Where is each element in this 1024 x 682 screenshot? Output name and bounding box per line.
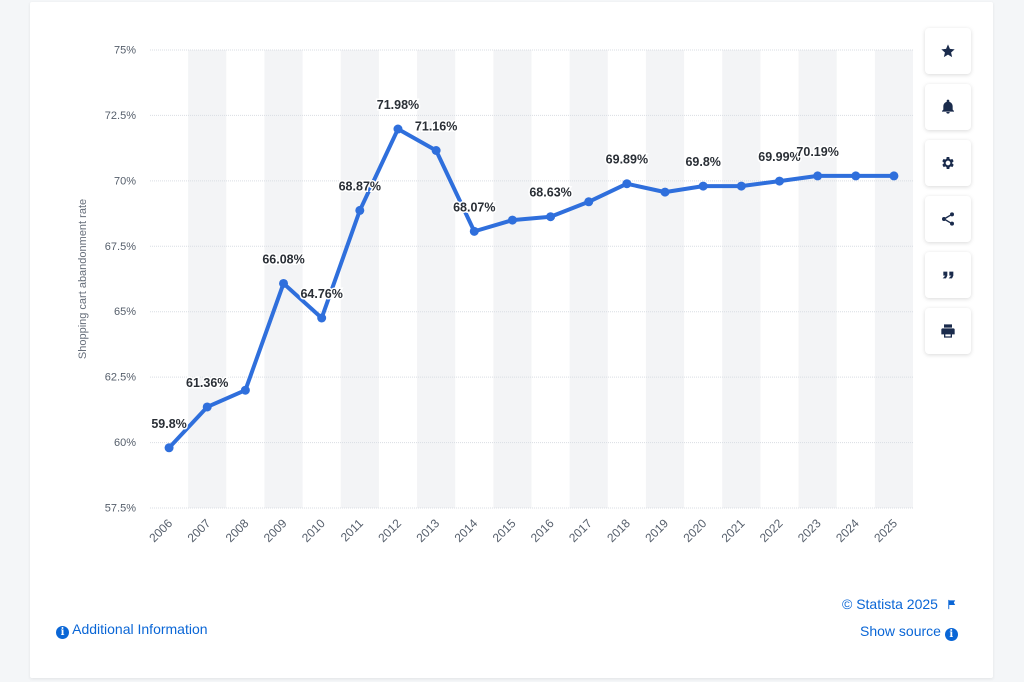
data-point: [813, 171, 823, 181]
data-point: [355, 205, 365, 215]
column-band: [569, 50, 608, 508]
column-band: [798, 50, 837, 508]
data-label: 61.36%: [186, 376, 228, 390]
column-band: [493, 50, 532, 508]
share-icon: [942, 212, 954, 226]
gear-icon: [942, 157, 954, 169]
data-label: 69.8%: [685, 155, 720, 169]
data-point: [851, 171, 861, 181]
x-tick-label: 2020: [681, 516, 710, 545]
y-tick-label: 60%: [114, 437, 136, 449]
data-label: 66.08%: [262, 252, 304, 266]
x-tick-label: 2010: [299, 516, 328, 545]
data-point: [889, 171, 899, 181]
data-label: 71.16%: [415, 119, 457, 133]
column-band: [722, 50, 761, 508]
data-point: [240, 385, 250, 395]
data-label: 59.8%: [151, 417, 186, 431]
copyright-text: © Statista 2025: [842, 596, 938, 612]
show-source-link[interactable]: Show source i: [860, 623, 958, 641]
line-chart: 57.5% 60% 62.5% 65% 67.5% 70% 72.5% 75% Shopping…: [77, 45, 913, 545]
x-tick-label: 2013: [413, 516, 442, 545]
x-tick-label: 2008: [223, 516, 252, 545]
data-label: 68.07%: [453, 200, 495, 214]
print-button[interactable]: [925, 308, 971, 354]
y-axis-title: Shopping cart abandonment rate: [77, 199, 89, 359]
info-icon: i: [56, 626, 69, 639]
y-tick-label: 65%: [114, 306, 136, 318]
copyright-link[interactable]: © Statista 2025: [842, 596, 957, 612]
star-icon: [941, 44, 955, 58]
column-band: [340, 50, 379, 508]
print-icon: [941, 324, 955, 338]
data-point: [393, 124, 403, 134]
x-tick-label: 2016: [528, 516, 557, 545]
data-point: [507, 215, 517, 225]
column-band: [645, 50, 685, 508]
data-point: [279, 278, 289, 288]
x-tick-label: 2014: [452, 516, 481, 545]
data-point: [317, 313, 327, 323]
x-tick-label: 2012: [375, 516, 404, 545]
series-line: [167, 127, 896, 450]
data-point: [546, 212, 556, 222]
x-tick-label: 2023: [795, 516, 824, 545]
settings-button[interactable]: [925, 140, 971, 186]
additional-information-link[interactable]: i Additional Information: [56, 621, 208, 639]
x-tick-label: 2009: [261, 516, 290, 545]
data-label: 69.99%: [758, 150, 800, 164]
data-label: 64.76%: [300, 287, 342, 301]
notification-button[interactable]: [925, 84, 971, 130]
data-point: [774, 176, 784, 186]
x-tick-label: 2011: [338, 516, 366, 544]
x-tick-label: 2006: [146, 516, 175, 545]
data-point: [660, 187, 670, 197]
x-tick-label: 2007: [185, 516, 214, 545]
column-band: [874, 50, 913, 508]
y-tick-label: 75%: [114, 45, 136, 57]
cite-button[interactable]: [925, 252, 971, 298]
column-band: [417, 50, 456, 508]
info-icon: i: [944, 628, 958, 641]
share-button[interactable]: [925, 196, 971, 242]
chart-toolbar: [925, 28, 971, 364]
y-tick-label: 70%: [114, 175, 136, 187]
favorite-button[interactable]: [925, 28, 971, 74]
x-tick-label: 2024: [833, 516, 862, 545]
data-point: [202, 402, 212, 412]
data-point: [736, 181, 746, 191]
additional-information-label: Additional Information: [72, 621, 208, 637]
data-label: 69.89%: [606, 153, 648, 167]
data-label: 71.98%: [377, 98, 419, 112]
flag-icon: [948, 599, 955, 610]
data-point: [622, 179, 632, 189]
data-point: [164, 443, 174, 453]
data-point: [469, 226, 479, 236]
x-tick-label: 2025: [871, 516, 900, 545]
y-tick-label: 62.5%: [105, 372, 136, 384]
y-tick-label: 67.5%: [105, 241, 136, 253]
x-tick-label: 2018: [604, 516, 633, 545]
x-tick-label: 2015: [490, 516, 519, 545]
column-band: [188, 50, 227, 508]
y-tick-label: 72.5%: [105, 110, 136, 122]
data-label: 68.87%: [339, 179, 381, 193]
quote-icon: [942, 271, 954, 279]
data-point: [584, 197, 594, 207]
x-tick-label: 2021: [719, 516, 748, 545]
x-tick-label: 2019: [642, 516, 671, 545]
data-point: [431, 145, 441, 155]
data-label: 68.63%: [529, 186, 571, 200]
show-source-label: Show source: [860, 623, 941, 639]
x-tick-label: 2017: [566, 516, 595, 545]
data-point: [698, 181, 708, 191]
x-tick-label: 2022: [757, 516, 786, 545]
data-label: 70.19%: [796, 145, 838, 159]
bell-icon: [942, 99, 954, 114]
y-tick-label: 57.5%: [105, 503, 136, 515]
chart-card: 57.5% 60% 62.5% 65% 67.5% 70% 72.5% 75% Shopping…: [30, 2, 993, 678]
